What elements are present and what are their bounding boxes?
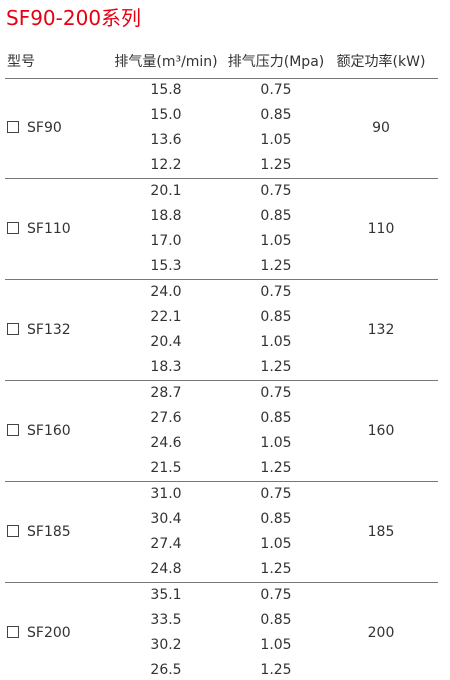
pressure-cell: 0.75 — [260, 587, 292, 603]
checkbox[interactable] — [7, 322, 19, 335]
pressure-cell: 0.75 — [260, 284, 292, 300]
power-cell: 160 — [367, 422, 395, 439]
flow-cell: 27.6 — [150, 410, 182, 426]
pressure-cell: 1.25 — [260, 662, 292, 678]
model-name: SF160 — [27, 422, 71, 439]
model-name: SF200 — [27, 624, 71, 641]
power-cell: 200 — [367, 624, 395, 641]
pressure-cell: 0.75 — [260, 486, 292, 502]
pressure-cell: 1.05 — [260, 233, 292, 249]
pressure-cell: 1.05 — [260, 132, 292, 148]
flow-cell: 28.7 — [150, 385, 182, 401]
pressure-cell: 0.75 — [260, 82, 292, 98]
model-cell: SF132 — [7, 318, 71, 343]
flow-cell: 13.6 — [150, 132, 182, 148]
model-cell: SF160 — [7, 419, 71, 444]
group-rule — [5, 582, 438, 583]
flow-cell: 31.0 — [150, 486, 182, 502]
checkbox[interactable] — [7, 625, 19, 638]
pressure-cell: 1.05 — [260, 334, 292, 350]
flow-cell: 33.5 — [150, 612, 182, 628]
pressure-cell: 1.25 — [260, 561, 292, 577]
flow-cell: 30.4 — [150, 511, 182, 527]
column-header: 排气量(m³/min) — [114, 54, 218, 70]
flow-cell: 26.5 — [150, 662, 182, 678]
pressure-cell: 0.75 — [260, 385, 292, 401]
model-cell: SF185 — [7, 520, 71, 545]
pressure-cell: 1.25 — [260, 359, 292, 375]
model-name: SF90 — [27, 119, 62, 136]
model-name: SF185 — [27, 523, 71, 540]
pressure-cell: 1.25 — [260, 460, 292, 476]
checkbox[interactable] — [7, 423, 19, 436]
pressure-cell: 1.25 — [260, 258, 292, 274]
flow-cell: 21.5 — [150, 460, 182, 476]
group-rule — [5, 481, 438, 482]
flow-cell: 20.4 — [150, 334, 182, 350]
flow-cell: 35.1 — [150, 587, 182, 603]
pressure-cell: 0.85 — [260, 612, 292, 628]
power-cell: 185 — [367, 523, 395, 540]
flow-cell: 27.4 — [150, 536, 182, 552]
column-header: 排气压力(Mpa) — [227, 54, 325, 70]
column-header: 额定功率(kW) — [336, 54, 426, 70]
flow-cell: 24.6 — [150, 435, 182, 451]
power-cell: 90 — [372, 119, 390, 136]
flow-cell: 30.2 — [150, 637, 182, 653]
flow-cell: 18.8 — [150, 208, 182, 224]
pressure-cell: 1.05 — [260, 536, 292, 552]
model-cell: SF110 — [7, 217, 71, 242]
flow-cell: 20.1 — [150, 183, 182, 199]
pressure-cell: 1.05 — [260, 637, 292, 653]
group-rule — [5, 380, 438, 381]
pressure-cell: 1.25 — [260, 157, 292, 173]
checkbox[interactable] — [7, 221, 19, 234]
model-name: SF132 — [27, 321, 71, 338]
model-name: SF110 — [27, 220, 71, 237]
flow-cell: 24.8 — [150, 561, 182, 577]
model-cell: SF90 — [7, 116, 62, 141]
checkbox[interactable] — [7, 524, 19, 537]
checkbox[interactable] — [7, 120, 19, 133]
pressure-cell: 0.85 — [260, 511, 292, 527]
pressure-cell: 0.75 — [260, 183, 292, 199]
group-rule — [5, 178, 438, 179]
pressure-cell: 0.85 — [260, 309, 292, 325]
flow-cell: 15.8 — [150, 82, 182, 98]
column-header: 型号 — [7, 54, 35, 70]
group-rule — [5, 279, 438, 280]
pressure-cell: 0.85 — [260, 208, 292, 224]
power-cell: 110 — [367, 220, 395, 237]
model-cell: SF200 — [7, 621, 71, 646]
pressure-cell: 1.05 — [260, 435, 292, 451]
flow-cell: 15.3 — [150, 258, 182, 274]
pressure-cell: 0.85 — [260, 107, 292, 123]
flow-cell: 18.3 — [150, 359, 182, 375]
flow-cell: 22.1 — [150, 309, 182, 325]
flow-cell: 24.0 — [150, 284, 182, 300]
title: SF90-200系列 — [6, 6, 142, 30]
flow-cell: 12.2 — [150, 157, 182, 173]
header-rule — [5, 78, 438, 79]
pressure-cell: 0.85 — [260, 410, 292, 426]
flow-cell: 17.0 — [150, 233, 182, 249]
flow-cell: 15.0 — [150, 107, 182, 123]
power-cell: 132 — [367, 321, 395, 338]
